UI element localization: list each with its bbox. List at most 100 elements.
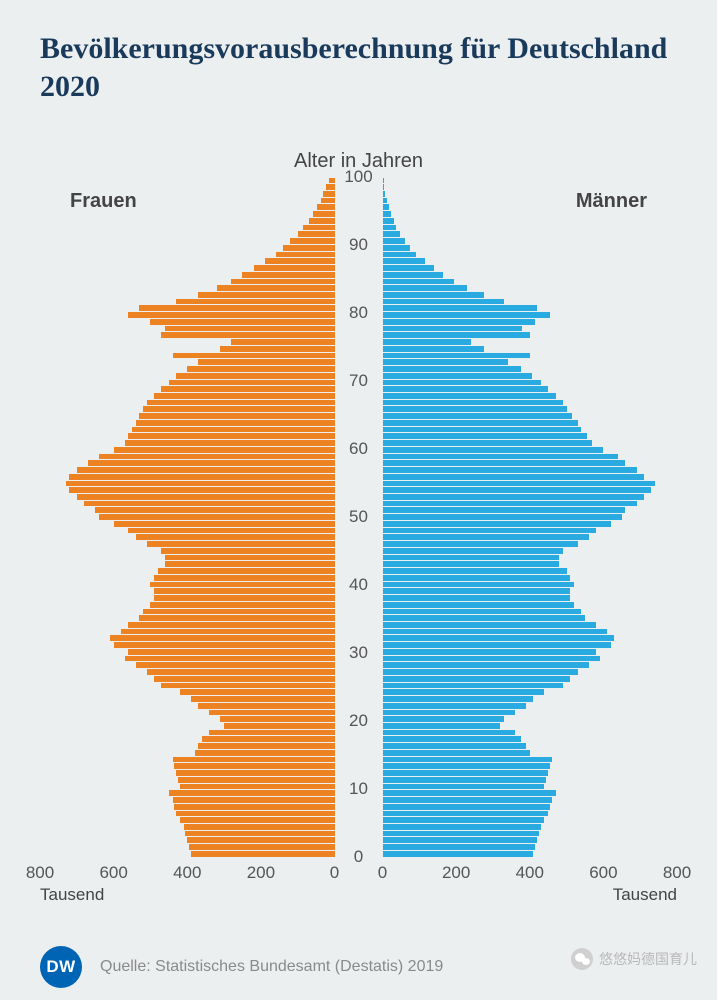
left-bar <box>254 265 335 271</box>
left-bar <box>242 272 334 278</box>
right-bar <box>383 427 582 433</box>
x-tick-label: 600 <box>99 863 127 883</box>
right-bar <box>383 265 435 271</box>
right-bar <box>383 507 626 513</box>
x-tick-label: 600 <box>589 863 617 883</box>
left-bar <box>99 454 335 460</box>
right-bar <box>383 460 626 466</box>
left-bar <box>198 292 334 298</box>
left-bar <box>114 642 335 648</box>
left-bar <box>150 319 334 325</box>
right-bar <box>383 817 545 823</box>
right-bar <box>383 588 571 594</box>
right-bar <box>383 582 574 588</box>
right-bar <box>383 851 534 857</box>
right-bar <box>383 736 521 742</box>
left-bar <box>77 467 335 473</box>
left-bar <box>220 716 334 722</box>
left-bar <box>69 487 334 493</box>
left-bar <box>326 184 334 190</box>
left-bar <box>195 750 335 756</box>
left-bar <box>220 346 334 352</box>
x-axis: 0200400600800 0200400600800 <box>40 863 677 883</box>
x-tick-label: 200 <box>247 863 275 883</box>
left-bar <box>139 305 334 311</box>
right-bar <box>383 440 593 446</box>
left-bar <box>283 245 335 251</box>
right-bar <box>383 635 615 641</box>
right-bar <box>383 272 444 278</box>
left-bar <box>169 380 335 386</box>
right-bar <box>383 258 425 264</box>
right-bar <box>383 777 547 783</box>
left-bar <box>121 629 335 635</box>
left-bar <box>309 218 335 224</box>
right-bar <box>383 676 571 682</box>
left-bar <box>178 777 334 783</box>
right-bar <box>383 514 622 520</box>
left-bar <box>84 501 334 507</box>
right-bar <box>383 231 401 237</box>
right-bar <box>383 420 578 426</box>
left-bar <box>174 763 334 769</box>
right-bar <box>383 332 530 338</box>
right-bar <box>383 238 405 244</box>
left-bar <box>128 622 334 628</box>
left-bar <box>128 433 334 439</box>
left-bar <box>176 373 334 379</box>
source-text: Quelle: Statistisches Bundesamt (Destati… <box>100 958 443 976</box>
left-bar <box>95 507 334 513</box>
right-bar <box>383 433 587 439</box>
left-bar <box>290 238 334 244</box>
right-bar <box>383 413 573 419</box>
right-bar <box>383 211 391 217</box>
right-bar <box>383 804 550 810</box>
left-bar <box>139 413 334 419</box>
left-bar <box>128 649 334 655</box>
plot-area: 0102030405060708090100 <box>40 177 677 857</box>
right-bar <box>383 252 417 258</box>
right-bar <box>383 406 567 412</box>
dw-logo-icon: DW <box>40 946 82 988</box>
right-bar <box>383 191 386 197</box>
right-bar <box>383 366 521 372</box>
left-bar <box>180 817 335 823</box>
left-bar <box>209 710 334 716</box>
right-bar <box>383 844 536 850</box>
right-bar <box>383 689 545 695</box>
right-bar <box>383 184 385 190</box>
left-bar <box>209 730 334 736</box>
left-bar <box>165 326 334 332</box>
right-bar <box>383 339 471 345</box>
right-bar <box>383 279 455 285</box>
right-bar <box>383 710 516 716</box>
right-bar <box>383 683 563 689</box>
left-bar <box>114 521 335 527</box>
right-bar <box>383 326 523 332</box>
right-bar <box>383 501 637 507</box>
x-tick-label: 800 <box>663 863 691 883</box>
right-bar <box>383 386 549 392</box>
right-bar <box>383 494 644 500</box>
right-bar <box>383 534 589 540</box>
right-bar <box>383 723 501 729</box>
left-bar <box>99 514 335 520</box>
right-bar <box>383 481 655 487</box>
right-bar <box>383 622 597 628</box>
left-bar <box>184 824 335 830</box>
right-bar <box>383 454 619 460</box>
right-bar <box>383 319 536 325</box>
x-tick-label: 400 <box>516 863 544 883</box>
y-tick-label: 60 <box>335 439 383 459</box>
right-bars-container <box>383 177 678 857</box>
right-bar <box>383 312 550 318</box>
left-bar <box>176 299 334 305</box>
left-bar <box>136 534 335 540</box>
right-bar <box>383 730 516 736</box>
wechat-watermark: 悠悠妈德国育儿 <box>571 948 697 970</box>
left-bar <box>110 635 335 641</box>
right-bar <box>383 245 410 251</box>
right-bar <box>383 642 611 648</box>
right-bar <box>383 824 541 830</box>
x-axis-left: 0200400600800 <box>40 863 335 883</box>
